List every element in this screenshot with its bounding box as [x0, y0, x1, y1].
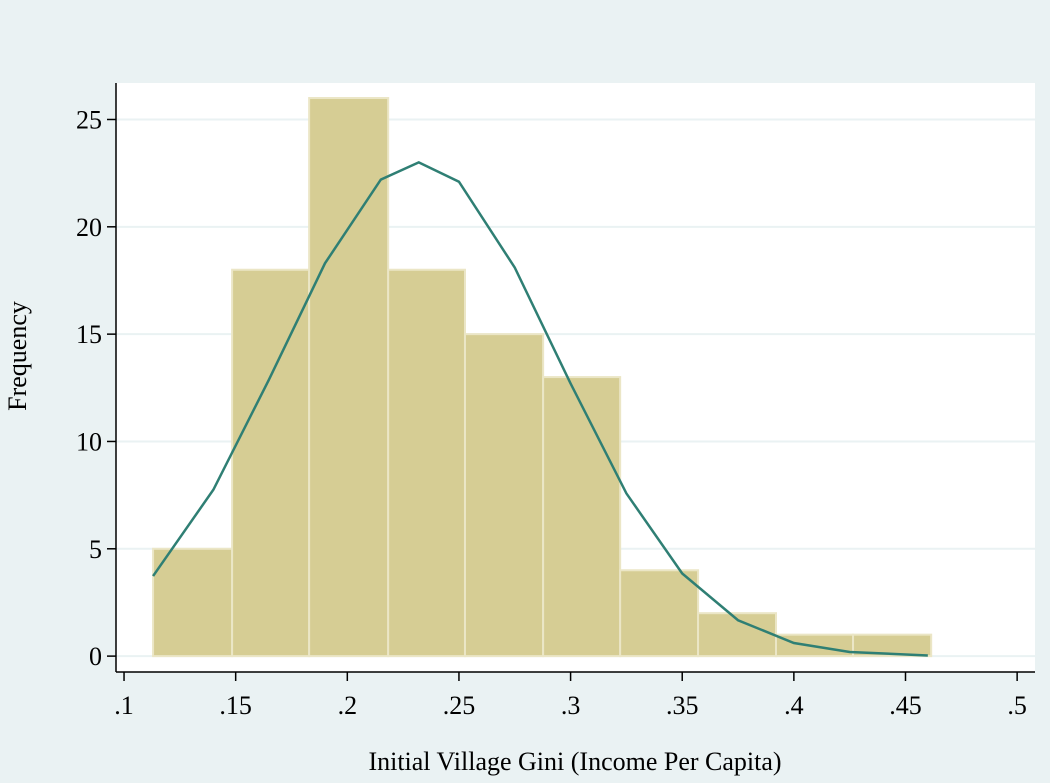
y-tick-label: 0 — [89, 642, 102, 671]
y-tick-label: 25 — [76, 105, 102, 134]
bar — [542, 376, 622, 658]
bar — [308, 97, 390, 658]
y-tick-label: 15 — [76, 320, 102, 349]
x-axis-label: Initial Village Gini (Income Per Capita) — [368, 747, 781, 776]
bar — [231, 268, 311, 658]
bar — [463, 333, 545, 658]
bar — [387, 268, 466, 658]
x-tick-label: .1 — [114, 691, 134, 720]
x-tick-label: .5 — [1007, 691, 1027, 720]
bar — [152, 547, 234, 658]
x-tick-label: .4 — [784, 691, 804, 720]
y-axis-label: Frequency — [3, 301, 32, 411]
density-curve — [152, 161, 928, 657]
x-tick-label: .15 — [219, 691, 252, 720]
bar — [619, 569, 700, 658]
y-tick-label: 20 — [76, 213, 102, 242]
x-tick-label: .45 — [889, 691, 922, 720]
x-tick-label: .2 — [338, 691, 358, 720]
bar — [852, 633, 933, 658]
y-tick-label: 10 — [76, 427, 102, 456]
y-tick-label: 5 — [89, 535, 102, 564]
x-tick-label: .25 — [443, 691, 476, 720]
x-tick-label: .3 — [561, 691, 581, 720]
x-tick-label: .35 — [666, 691, 699, 720]
